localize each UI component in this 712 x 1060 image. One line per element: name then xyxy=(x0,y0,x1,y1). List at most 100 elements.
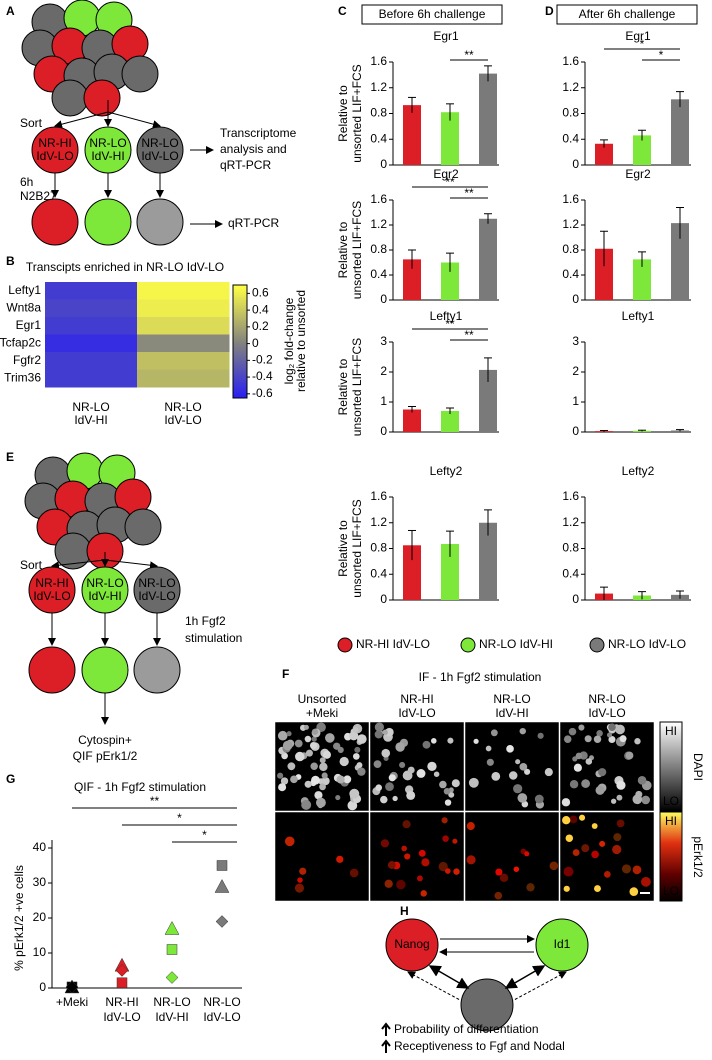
colorbar-step xyxy=(233,343,247,346)
y-axis-label: unsorted LIF+FCS xyxy=(350,64,364,162)
nucleus xyxy=(578,724,585,731)
nucleus xyxy=(374,722,384,732)
significance-label: ** xyxy=(150,794,160,808)
nucleus xyxy=(325,733,335,743)
nucleus xyxy=(509,771,518,780)
error-bar xyxy=(638,429,646,432)
colorbar-step xyxy=(233,332,247,335)
intensity-scale xyxy=(659,811,683,902)
dashed-arrow xyxy=(513,971,567,1001)
nucleus xyxy=(573,763,582,772)
y-tick-label: 0.4 xyxy=(562,131,579,145)
micrograph xyxy=(274,811,370,902)
nucleus xyxy=(438,861,448,872)
colorbar-step xyxy=(233,360,247,363)
x-tick-label: IdV-LO xyxy=(203,1010,240,1024)
colorbar-tick-label: 0.2 xyxy=(252,319,269,333)
y-axis-label: Relative to xyxy=(336,221,350,278)
nucleus xyxy=(321,772,328,779)
column-label: IdV-LO xyxy=(398,706,435,720)
nucleus xyxy=(506,745,514,753)
y-tick-label: 1.6 xyxy=(370,192,387,206)
nucleus xyxy=(404,853,411,860)
nucleus xyxy=(641,876,651,887)
nucleus xyxy=(319,762,328,772)
sort-label: Sort xyxy=(20,558,43,572)
nucleus xyxy=(619,735,627,743)
nucleus xyxy=(561,798,571,807)
outcome-label: qRT-PCR xyxy=(220,158,271,172)
nucleus xyxy=(581,844,590,853)
cell xyxy=(124,508,162,546)
nucleus xyxy=(515,759,521,765)
nucleus xyxy=(568,727,577,736)
nucleus xyxy=(569,780,579,789)
nucleus xyxy=(420,890,427,897)
nucleus xyxy=(380,839,390,848)
nucleus xyxy=(513,866,520,872)
nucleus xyxy=(387,861,396,869)
population-label: IdV-HI xyxy=(91,149,124,163)
colorbar-step xyxy=(233,386,247,390)
nucleus xyxy=(517,793,528,803)
error-bar xyxy=(408,96,416,113)
y-tick-label: 30 xyxy=(33,875,47,889)
cell xyxy=(51,79,89,117)
y-axis-label: Relative to xyxy=(336,358,350,415)
micrograph xyxy=(464,811,560,902)
nucleus xyxy=(311,736,317,742)
colorbar-step xyxy=(233,333,247,337)
cell xyxy=(121,55,159,93)
nucleus xyxy=(534,794,544,804)
colorbar-step xyxy=(233,311,247,314)
legend-swatch xyxy=(460,637,476,653)
outcome-label: analysis and xyxy=(220,142,287,156)
nucleus xyxy=(491,771,501,781)
error-bar xyxy=(408,529,416,561)
y-tick-label: 0.8 xyxy=(370,242,387,256)
error-bar xyxy=(446,252,454,272)
colorbar-step xyxy=(233,379,247,382)
significance-label: ** xyxy=(464,186,474,200)
heatmap-cell xyxy=(137,299,230,318)
nucleus xyxy=(277,730,288,741)
error-bar xyxy=(484,65,492,82)
colorbar-label: relative to unsorted xyxy=(294,290,308,392)
nucleus xyxy=(284,836,295,847)
bar xyxy=(671,223,689,300)
nucleus xyxy=(396,879,406,890)
significance-label: ** xyxy=(464,328,474,342)
nucleus xyxy=(579,814,586,821)
y-tick-label: 3 xyxy=(380,334,387,348)
colorbar-step xyxy=(233,300,247,303)
colorbar-tick-label: -0.6 xyxy=(252,386,273,400)
nucleus xyxy=(333,742,341,750)
nucleus xyxy=(606,732,613,738)
population-label: NR-HI xyxy=(35,576,68,590)
significance-label: ** xyxy=(464,48,474,62)
colorbar-tick-label: 0.6 xyxy=(252,286,269,300)
error-bar xyxy=(600,430,608,432)
nucleus xyxy=(287,762,296,771)
colorbar-step xyxy=(233,337,247,341)
y-tick-label: 0 xyxy=(380,292,387,306)
row-label: Fgfr2 xyxy=(13,353,41,367)
y-tick-label: 1.2 xyxy=(370,217,387,231)
bar xyxy=(479,218,497,300)
arrow xyxy=(104,559,158,570)
outcome-label: QIF pErk1/2 xyxy=(73,749,138,763)
colorbar-step xyxy=(233,371,247,375)
y-tick-label: 1.2 xyxy=(562,515,579,529)
colorbar-step xyxy=(233,392,247,395)
colorbar-step xyxy=(233,292,247,295)
arrow xyxy=(51,559,106,570)
bar xyxy=(441,411,459,432)
panel-label: C xyxy=(338,4,347,18)
colorbar-step xyxy=(233,365,247,369)
nucleus xyxy=(314,791,323,800)
scale-label: pErk1/2 xyxy=(691,836,705,878)
y-tick-label: 0.8 xyxy=(562,541,579,555)
nucleus xyxy=(610,798,617,804)
node xyxy=(535,918,589,972)
